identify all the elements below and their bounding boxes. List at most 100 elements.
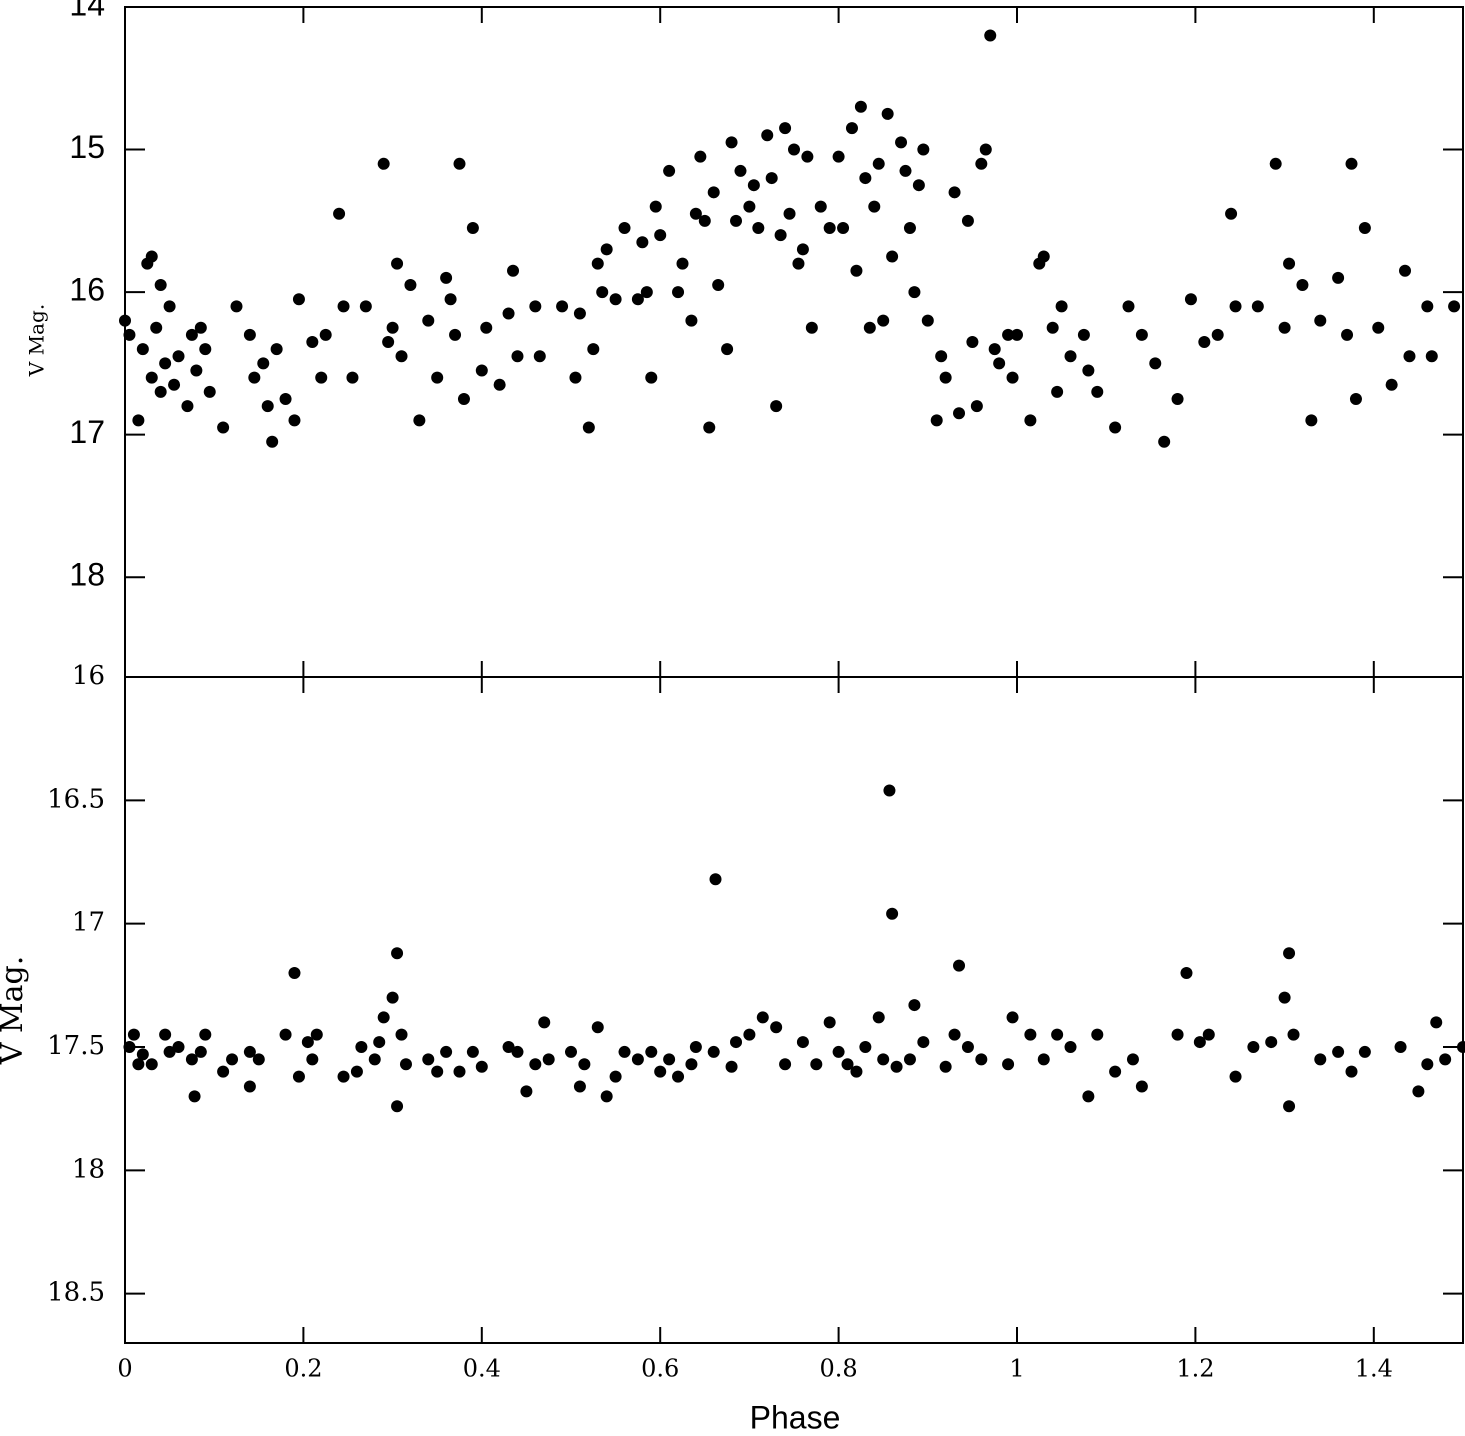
data-point	[346, 371, 359, 384]
data-point	[1251, 300, 1264, 313]
data-point	[310, 1028, 323, 1041]
data-point	[1332, 1045, 1345, 1058]
data-point	[1341, 328, 1354, 341]
data-point	[596, 286, 609, 299]
data-point	[520, 1085, 533, 1098]
data-point	[1091, 385, 1104, 398]
data-point	[734, 164, 747, 177]
data-point	[854, 100, 867, 113]
data-point	[391, 1100, 404, 1113]
data-point	[391, 257, 404, 270]
data-point	[1278, 321, 1291, 334]
x-tick-label: 1.2	[1176, 1355, 1214, 1383]
data-point	[783, 207, 796, 220]
data-point	[172, 350, 185, 363]
data-point	[1425, 350, 1438, 363]
data-point	[1037, 1053, 1050, 1066]
data-point	[1412, 1085, 1425, 1098]
data-point	[663, 1053, 676, 1066]
data-point	[123, 1041, 136, 1053]
data-point	[1126, 1053, 1139, 1066]
data-point	[645, 1045, 658, 1058]
data-point	[395, 1028, 408, 1041]
data-point	[377, 1011, 390, 1024]
data-point	[404, 278, 417, 291]
data-point	[386, 991, 399, 1004]
data-point	[279, 1028, 292, 1041]
data-point	[872, 1011, 885, 1024]
data-point	[912, 179, 925, 192]
data-point	[194, 1045, 207, 1058]
data-point	[743, 1028, 756, 1041]
x-tick-label: 1.4	[1355, 1355, 1393, 1383]
data-point	[832, 150, 845, 163]
data-point	[502, 1041, 515, 1053]
data-point	[837, 221, 850, 234]
data-point	[145, 250, 158, 263]
data-point	[774, 229, 787, 242]
data-point	[440, 271, 453, 284]
data-point	[881, 107, 894, 120]
data-point	[1198, 336, 1211, 348]
data-point	[1064, 350, 1077, 363]
data-point	[961, 214, 974, 227]
data-point	[1296, 278, 1309, 291]
data-point	[1287, 1028, 1300, 1041]
data-point	[266, 435, 279, 448]
data-point	[1358, 1045, 1371, 1058]
data-point	[752, 221, 765, 234]
data-point	[1082, 1090, 1095, 1103]
data-point	[1082, 364, 1095, 377]
y-tick-label: 16.5	[47, 784, 105, 814]
data-point	[645, 371, 658, 384]
data-point	[188, 1090, 201, 1103]
data-point	[903, 1053, 916, 1066]
data-point	[953, 407, 966, 420]
data-point	[707, 1045, 720, 1058]
data-point	[1421, 1058, 1434, 1071]
data-point	[600, 1090, 613, 1103]
data-point	[886, 250, 899, 263]
data-point	[698, 214, 711, 227]
data-point	[306, 1053, 319, 1066]
data-point	[301, 1036, 314, 1049]
data-point	[145, 1058, 158, 1071]
data-point	[1372, 321, 1385, 334]
data-point	[703, 421, 716, 434]
data-point	[1184, 293, 1197, 306]
data-point	[948, 186, 961, 199]
data-point	[243, 328, 256, 341]
data-point	[573, 1080, 586, 1093]
data-point	[877, 314, 890, 327]
data-point	[1024, 414, 1037, 427]
x-tick-label: 0.8	[820, 1355, 858, 1383]
data-point	[961, 1041, 974, 1053]
y-tick-label: 17	[69, 414, 105, 450]
data-point	[480, 321, 493, 334]
data-point	[136, 1048, 149, 1061]
data-point	[1345, 1065, 1358, 1078]
data-point	[993, 357, 1006, 370]
data-point	[1457, 1041, 1465, 1053]
data-point	[1051, 1028, 1064, 1041]
data-point	[288, 967, 301, 979]
data-point	[756, 1011, 769, 1024]
data-point	[591, 257, 604, 270]
data-point	[939, 371, 952, 384]
data-point	[306, 336, 319, 348]
data-point	[587, 343, 600, 356]
data-point	[252, 1053, 265, 1066]
y-tick-label: 18.5	[47, 1278, 105, 1308]
data-point	[712, 278, 725, 291]
data-point	[386, 321, 399, 334]
data-point	[765, 172, 778, 185]
data-point	[895, 136, 908, 149]
data-point	[730, 214, 743, 227]
data-point	[279, 393, 292, 406]
x-axis-label: Phase	[750, 1399, 841, 1435]
data-point	[1314, 1053, 1327, 1066]
data-point	[872, 157, 885, 170]
data-point	[1055, 300, 1068, 313]
data-point	[1109, 1065, 1122, 1078]
data-point	[631, 1053, 644, 1066]
